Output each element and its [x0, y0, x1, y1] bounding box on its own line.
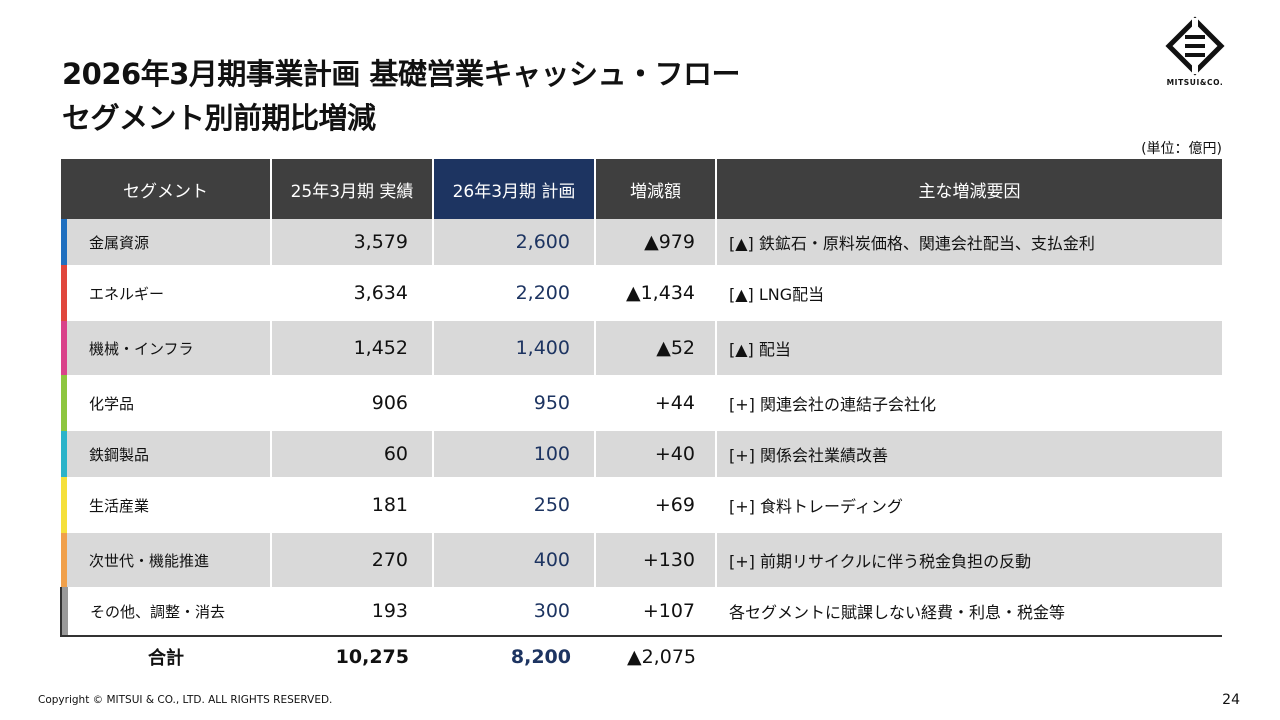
segment-name: その他、調整・消去 [90, 602, 226, 621]
actual-value: 60 [271, 431, 434, 477]
plan-value: 400 [433, 533, 596, 587]
mitsui-logo-icon [1165, 16, 1225, 76]
total-actual: 10,275 [335, 646, 409, 668]
segment-cell: 鉄鋼製品 [61, 431, 272, 477]
segment-cell: エネルギー [61, 265, 272, 321]
change-value: ▲1,434 [595, 265, 717, 321]
logo-text: MITSUI&CO. [1166, 78, 1224, 87]
plan-value: 250 [433, 477, 596, 533]
segment-color-bar [61, 375, 67, 431]
header-segment: セグメント [61, 159, 272, 219]
factor-text: [+] 前期リサイクルに伴う税金負担の反動 [716, 533, 1222, 587]
change-value: +130 [595, 533, 717, 587]
segment-name: 金属資源 [89, 233, 150, 252]
segment-name: エネルギー [89, 284, 165, 303]
factor-text: [+] 関連会社の連結子会社化 [729, 395, 936, 414]
actual-value: 193 [271, 587, 434, 637]
segment-color-bar [61, 219, 67, 265]
segment-cell: 次世代・機能推進 [61, 533, 272, 587]
page-title: 2026年3月期事業計画 基礎営業キャッシュ・フロー セグメント別前期比増減 [62, 52, 741, 140]
total-row: 合計 10,275 8,200 ▲2,075 [61, 636, 1222, 677]
change-value: ▲979 [595, 219, 717, 265]
header-factors: 主な増減要因 [716, 159, 1222, 219]
actual-value: 906 [271, 375, 434, 431]
segment-cell: 生活産業 [61, 477, 272, 533]
total-change: ▲2,075 [626, 646, 696, 668]
change-value: +44 [595, 375, 717, 431]
segment-color-bar [61, 321, 67, 375]
plan-value: 2,600 [433, 219, 596, 265]
plan-value: 950 [433, 375, 596, 431]
table-row: 金属資源 3,579 2,600 ▲979 [▲] 鉄鉱石・原料炭価格、関連会社配当、支… [61, 219, 1222, 265]
segment-name: 化学品 [89, 394, 135, 413]
table-row: エネルギー 3,634 2,200 ▲1,434 [▲] LNG配当 [61, 265, 1222, 321]
title-line-2: セグメント別前期比増減 [62, 101, 376, 135]
segment-table: セグメント 25年3月期 実績 26年3月期 計画 増減額 主な増減要因 金属資… [60, 159, 1222, 677]
table-row: 機械・インフラ 1,452 1,400 ▲52 [▲] 配当 [61, 321, 1222, 375]
table-row: 次世代・機能推進 270 400 +130 [+] 前期リサイクルに伴う税金負担の反動 [61, 533, 1222, 587]
segment-name: 機械・インフラ [89, 339, 194, 358]
factor-text: [+] 関係会社業績改善 [716, 431, 1222, 477]
table-row: 生活産業 181 250 +69 [+] 食料トレーディング [61, 477, 1222, 533]
plan-value: 1,400 [433, 321, 596, 375]
actual-value: 3,579 [271, 219, 434, 265]
total-factor-empty [716, 636, 1222, 677]
header-actual: 25年3月期 実績 [271, 159, 434, 219]
table-row: 鉄鋼製品 60 100 +40 [+] 関係会社業績改善 [61, 431, 1222, 477]
total-label: 合計 [148, 648, 184, 669]
actual-value: 270 [271, 533, 434, 587]
table-row: その他、調整・消去 193 300 +107 各セグメントに賦課しない経費・利息・税金等 [60, 587, 1222, 637]
segment-color-bar [61, 265, 67, 321]
segment-name: 生活産業 [89, 496, 150, 515]
mitsui-logo: MITSUI&CO. [1160, 16, 1230, 92]
actual-value: 1,452 [271, 321, 434, 375]
segment-cell: 金属資源 [61, 219, 272, 265]
segment-cell: 化学品 [61, 375, 272, 431]
change-value: +40 [595, 431, 717, 477]
plan-value: 300 [433, 587, 596, 637]
unit-label: (単位：億円) [1141, 141, 1222, 157]
table-row: 化学品 906 950 +44 [+] 関連会社の連結子会社化 [61, 375, 1222, 431]
segment-name: 次世代・機能推進 [89, 551, 210, 570]
actual-value: 3,634 [271, 265, 434, 321]
table-header-row: セグメント 25年3月期 実績 26年3月期 計画 増減額 主な増減要因 [61, 159, 1222, 219]
factor-text: 各セグメントに賦課しない経費・利息・税金等 [716, 587, 1222, 637]
plan-value: 2,200 [433, 265, 596, 321]
title-line-1: 2026年3月期事業計画 基礎営業キャッシュ・フロー [62, 57, 741, 91]
actual-value: 181 [271, 477, 434, 533]
factor-text: [▲] LNG配当 [729, 285, 825, 304]
segment-cell: 機械・インフラ [61, 321, 272, 375]
change-value: +69 [595, 477, 717, 533]
segment-color-bar [61, 431, 67, 477]
segment-color-bar [61, 477, 67, 533]
header-plan: 26年3月期 計画 [433, 159, 596, 219]
factor-text: [▲] 配当 [716, 321, 1222, 375]
factor-text: [▲] 鉄鉱石・原料炭価格、関連会社配当、支払金利 [716, 219, 1222, 265]
change-value: ▲52 [595, 321, 717, 375]
page-number: 24 [1222, 692, 1240, 708]
copyright: Copyright © MITSUI & CO., LTD. ALL RIGHT… [38, 694, 333, 706]
factor-text: [+] 食料トレーディング [729, 497, 903, 516]
segment-cell: その他、調整・消去 [60, 587, 272, 637]
total-plan: 8,200 [510, 646, 571, 668]
segment-color-bar [61, 533, 67, 587]
segment-name: 鉄鋼製品 [89, 445, 150, 464]
header-change: 増減額 [595, 159, 717, 219]
plan-value: 100 [433, 431, 596, 477]
segment-color-bar [62, 587, 68, 635]
change-value: +107 [595, 587, 717, 637]
